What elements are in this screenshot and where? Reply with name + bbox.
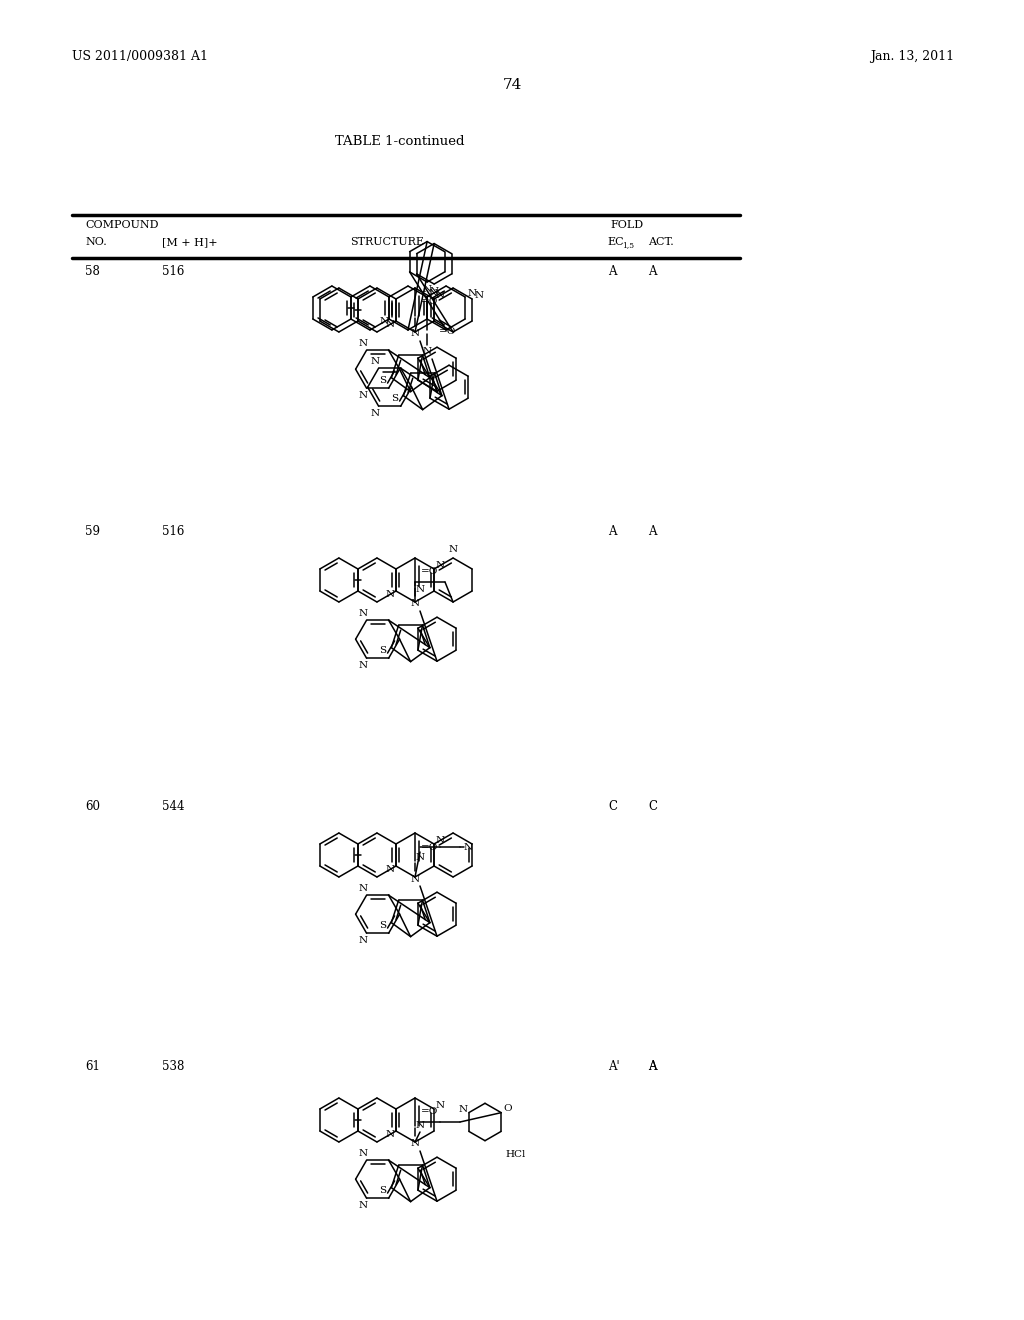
Text: N: N bbox=[385, 590, 394, 599]
Text: N: N bbox=[416, 853, 425, 862]
Text: N: N bbox=[435, 1101, 444, 1110]
Text: S: S bbox=[379, 1185, 386, 1195]
Text: N: N bbox=[358, 661, 368, 669]
Text: N: N bbox=[411, 330, 420, 338]
Text: A: A bbox=[608, 265, 616, 279]
Text: S: S bbox=[379, 921, 386, 929]
Text: COMPOUND: COMPOUND bbox=[85, 220, 159, 230]
Text: N: N bbox=[358, 1201, 368, 1209]
Text: N: N bbox=[411, 1139, 420, 1148]
Text: N: N bbox=[379, 318, 388, 326]
Text: N: N bbox=[358, 936, 368, 945]
Text: N: N bbox=[474, 290, 483, 300]
Text: 61: 61 bbox=[85, 1060, 100, 1073]
Text: TABLE 1-continued: TABLE 1-continued bbox=[335, 135, 465, 148]
Text: Jan. 13, 2011: Jan. 13, 2011 bbox=[870, 50, 954, 63]
Text: A: A bbox=[648, 1060, 656, 1073]
Text: 544: 544 bbox=[162, 800, 184, 813]
Text: 516: 516 bbox=[162, 265, 184, 279]
Text: A: A bbox=[608, 525, 616, 539]
Text: N: N bbox=[468, 289, 476, 297]
Text: EC: EC bbox=[607, 238, 624, 247]
Text: N: N bbox=[358, 1148, 368, 1158]
Text: N: N bbox=[358, 883, 368, 892]
Text: N: N bbox=[370, 409, 379, 417]
Text: N: N bbox=[358, 339, 368, 347]
Text: A: A bbox=[648, 525, 656, 539]
Text: 59: 59 bbox=[85, 525, 100, 539]
Text: 538: 538 bbox=[162, 1060, 184, 1073]
Text: =O: =O bbox=[421, 1107, 438, 1117]
Text: =O: =O bbox=[421, 568, 438, 577]
Text: [M + H]+: [M + H]+ bbox=[162, 238, 218, 247]
Text: N: N bbox=[385, 319, 394, 329]
Text: S: S bbox=[379, 376, 386, 385]
Text: N: N bbox=[423, 285, 432, 293]
Text: C: C bbox=[648, 800, 657, 813]
Text: NO.: NO. bbox=[85, 238, 106, 247]
Text: N: N bbox=[370, 356, 379, 366]
Text: N: N bbox=[416, 1121, 425, 1130]
Text: A: A bbox=[648, 265, 656, 279]
Text: N: N bbox=[435, 290, 444, 300]
Text: 60: 60 bbox=[85, 800, 100, 813]
Text: FOLD: FOLD bbox=[610, 220, 643, 230]
Text: 516: 516 bbox=[162, 525, 184, 539]
Text: N: N bbox=[435, 836, 444, 845]
Text: N: N bbox=[429, 289, 437, 298]
Text: =O: =O bbox=[421, 842, 438, 851]
Text: C: C bbox=[608, 800, 617, 813]
Text: HCl: HCl bbox=[505, 1150, 525, 1159]
Text: N: N bbox=[358, 609, 368, 618]
Text: N: N bbox=[358, 391, 368, 400]
Text: =O: =O bbox=[438, 327, 456, 337]
Text: N: N bbox=[416, 586, 425, 594]
Text: N: N bbox=[458, 1105, 467, 1114]
Text: O: O bbox=[504, 1104, 512, 1113]
Text: 74: 74 bbox=[503, 78, 521, 92]
Text: N: N bbox=[411, 599, 420, 609]
Text: 58: 58 bbox=[85, 265, 100, 279]
Text: S: S bbox=[379, 645, 386, 655]
Text: A: A bbox=[648, 1060, 656, 1073]
Text: N: N bbox=[435, 561, 444, 570]
Text: N: N bbox=[411, 874, 420, 883]
Text: N: N bbox=[385, 865, 394, 874]
Text: US 2011/0009381 A1: US 2011/0009381 A1 bbox=[72, 50, 208, 63]
Text: STRUCTURE: STRUCTURE bbox=[350, 238, 424, 247]
Text: ACT.: ACT. bbox=[648, 238, 674, 247]
Text: A': A' bbox=[608, 1060, 620, 1073]
Text: N: N bbox=[430, 286, 438, 296]
Text: N: N bbox=[464, 842, 472, 851]
Text: 1,5: 1,5 bbox=[622, 242, 634, 249]
Text: =O: =O bbox=[421, 297, 438, 306]
Text: N: N bbox=[449, 545, 458, 554]
Text: N: N bbox=[385, 1130, 394, 1139]
Text: N: N bbox=[423, 347, 431, 356]
Text: S: S bbox=[391, 393, 398, 403]
